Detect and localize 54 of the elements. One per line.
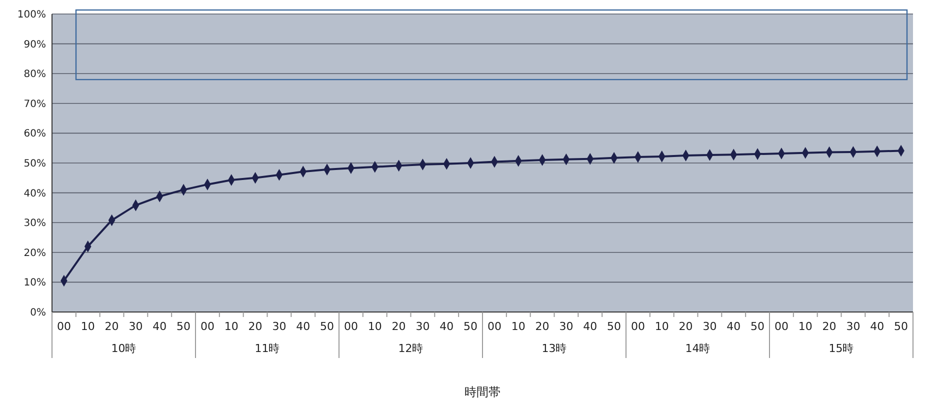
x-tick-label: 30 bbox=[416, 320, 430, 333]
x-tick-label: 50 bbox=[750, 320, 765, 333]
y-tick-label: 90% bbox=[24, 39, 46, 50]
x-tick-label: 30 bbox=[559, 320, 574, 333]
text: 11時 bbox=[254, 342, 280, 355]
x-axis-title: 時間帯 bbox=[464, 385, 500, 399]
x-tick-label: 10 bbox=[80, 320, 95, 333]
x-tick-label: 00 bbox=[774, 320, 788, 333]
x-tick-label: 50 bbox=[607, 320, 622, 333]
x-tick-label: 40 bbox=[870, 320, 884, 333]
text: 14時 bbox=[685, 342, 710, 355]
y-tick-label: 60% bbox=[24, 128, 46, 140]
x-tick-label: 30 bbox=[272, 320, 286, 333]
x-tick-label: 40 bbox=[440, 320, 454, 333]
x-tick-label: 20 bbox=[678, 320, 693, 333]
x-tick-label: 50 bbox=[894, 320, 908, 333]
y-tick-label: 20% bbox=[24, 248, 46, 259]
x-tick-label: 10 bbox=[511, 320, 526, 333]
text: 15時 bbox=[828, 342, 854, 355]
x-tick-label: 20 bbox=[392, 320, 406, 333]
y-tick-label: 10% bbox=[24, 278, 46, 289]
x-tick-label: 00 bbox=[56, 320, 71, 333]
x-tick-label: 20 bbox=[248, 320, 262, 333]
x-tick-label: 10 bbox=[654, 320, 669, 333]
text: 10時 bbox=[111, 342, 136, 355]
x-tick-label: 50 bbox=[176, 320, 191, 333]
x-tick-label: 40 bbox=[152, 320, 167, 333]
y-tick-label: 40% bbox=[24, 188, 46, 200]
y-tick-label: 80% bbox=[24, 69, 46, 80]
x-tick-label: 30 bbox=[702, 320, 717, 333]
x-tick-label: 00 bbox=[344, 320, 358, 333]
x-tick-label: 10 bbox=[368, 320, 382, 333]
x-tick-label: 40 bbox=[296, 320, 310, 333]
x-tick-label: 00 bbox=[630, 320, 645, 333]
x-tick-label: 20 bbox=[822, 320, 836, 333]
x-tick-label: 40 bbox=[726, 320, 741, 333]
x-tick-label: 10 bbox=[798, 320, 812, 333]
x-tick-label: 30 bbox=[128, 320, 143, 333]
y-tick-label: 30% bbox=[24, 218, 46, 230]
x-tick-label: 00 bbox=[200, 320, 214, 333]
y-tick-label: 50% bbox=[24, 158, 46, 170]
y-tick-label: 0% bbox=[30, 308, 46, 318]
x-tick-label: 50 bbox=[464, 320, 478, 333]
x-tick-label: 10 bbox=[224, 320, 238, 333]
x-tick-label: 20 bbox=[535, 320, 550, 333]
y-tick-label: 100% bbox=[17, 10, 46, 20]
x-tick-label: 00 bbox=[487, 320, 502, 333]
x-tick-label: 20 bbox=[104, 320, 119, 333]
text: 12時 bbox=[398, 342, 424, 355]
text: 13時 bbox=[542, 342, 567, 355]
x-tick-label: 50 bbox=[320, 320, 334, 333]
y-tick-label: 70% bbox=[24, 98, 46, 110]
x-tick-label: 30 bbox=[846, 320, 860, 333]
x-tick-label: 40 bbox=[583, 320, 598, 333]
